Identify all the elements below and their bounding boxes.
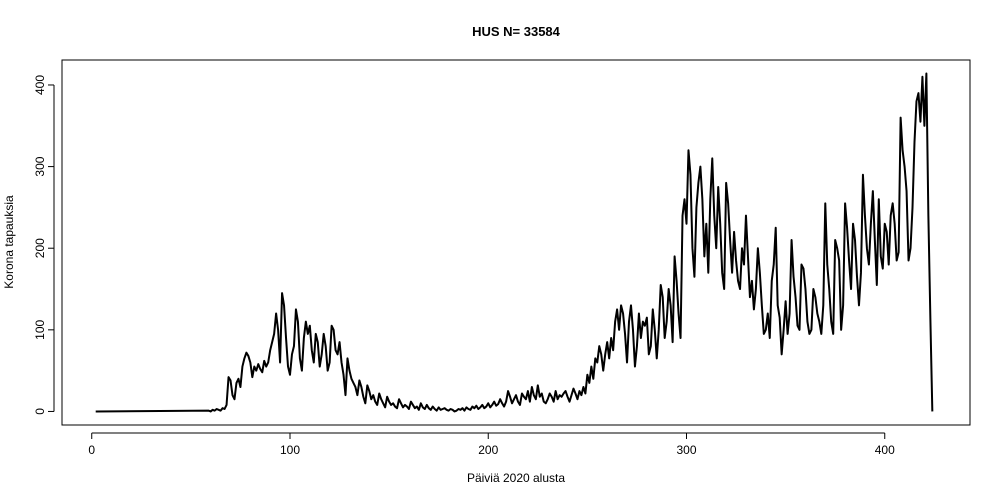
- x-tick-label: 200: [478, 443, 498, 457]
- y-tick-label: 100: [33, 320, 47, 340]
- x-axis-label: Päiviä 2020 alusta: [467, 471, 565, 485]
- x-tick-label: 100: [280, 443, 300, 457]
- chart-title: HUS N= 33584: [472, 24, 561, 39]
- x-tick-label: 300: [676, 443, 696, 457]
- x-tick-label: 0: [88, 443, 95, 457]
- y-axis-label: Korona tapauksia: [2, 195, 16, 289]
- y-tick-label: 400: [33, 75, 47, 95]
- plot-frame: [61, 59, 971, 426]
- y-tick-label: 300: [33, 156, 47, 176]
- y-tick-label: 200: [33, 238, 47, 258]
- y-tick-label: 0: [33, 408, 47, 415]
- x-tick-label: 400: [875, 443, 895, 457]
- data-line: [95, 72, 934, 413]
